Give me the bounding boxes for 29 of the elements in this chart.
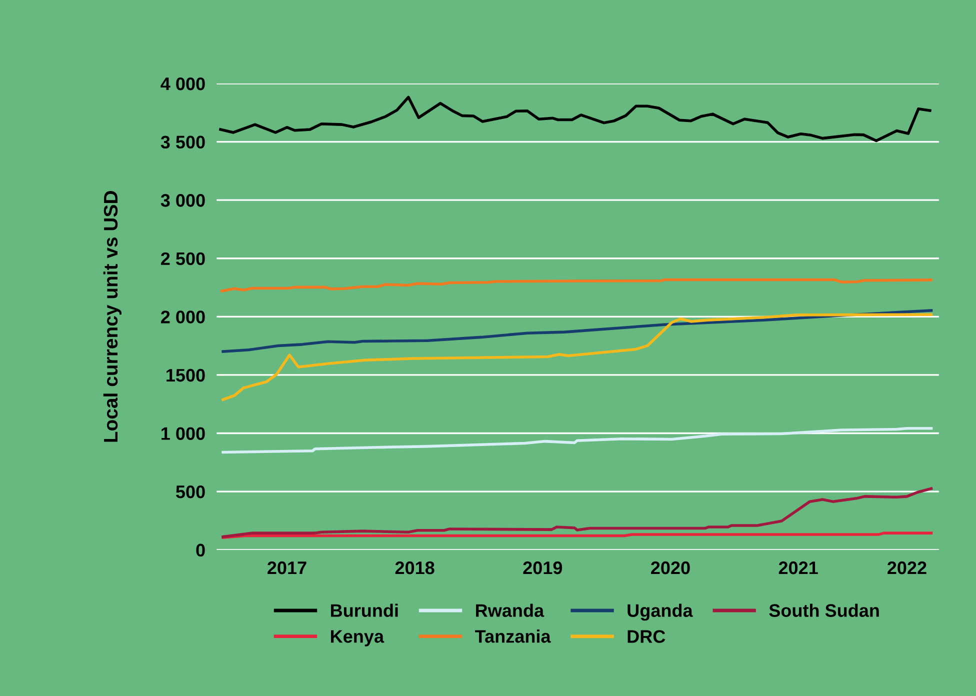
line-series [222, 309, 933, 353]
legend-label: Tanzania [475, 630, 551, 643]
y-tick-label: 0 [196, 544, 205, 557]
line-series [219, 96, 932, 142]
line-series [222, 313, 933, 401]
legend-label: DRC [628, 630, 666, 643]
y-tick-label: 4 000 [160, 77, 205, 90]
line-series [220, 278, 933, 292]
y-axis-title: Local currency unit vs USD [103, 191, 122, 442]
y-tick-label: 1500 [166, 368, 205, 382]
legend-label: Rwanda [476, 604, 544, 617]
y-tick-label: 1 000 [162, 427, 205, 440]
legend-label: South Sudan [769, 604, 879, 617]
x-tick-label: 2020 [651, 561, 690, 574]
y-tick-label: 2 500 [161, 252, 205, 266]
legend-label: Kenya [331, 630, 384, 646]
x-tick-label: 2019 [523, 561, 562, 574]
line-series [222, 426, 933, 454]
legend-label: Burundi [331, 604, 398, 617]
line-series [222, 487, 933, 538]
x-tick-label: 2018 [395, 561, 434, 574]
x-tick-label: 2022 [888, 561, 926, 574]
y-tick-label: 2 000 [161, 310, 205, 324]
x-tick-label: 2021 [778, 561, 818, 574]
y-tick-label: 3 000 [160, 194, 205, 207]
legend-label: Uganda [628, 604, 693, 621]
y-tick-label: 3 500 [160, 136, 205, 149]
x-tick-label: 2017 [268, 561, 306, 574]
y-tick-label: 500 [176, 485, 205, 498]
